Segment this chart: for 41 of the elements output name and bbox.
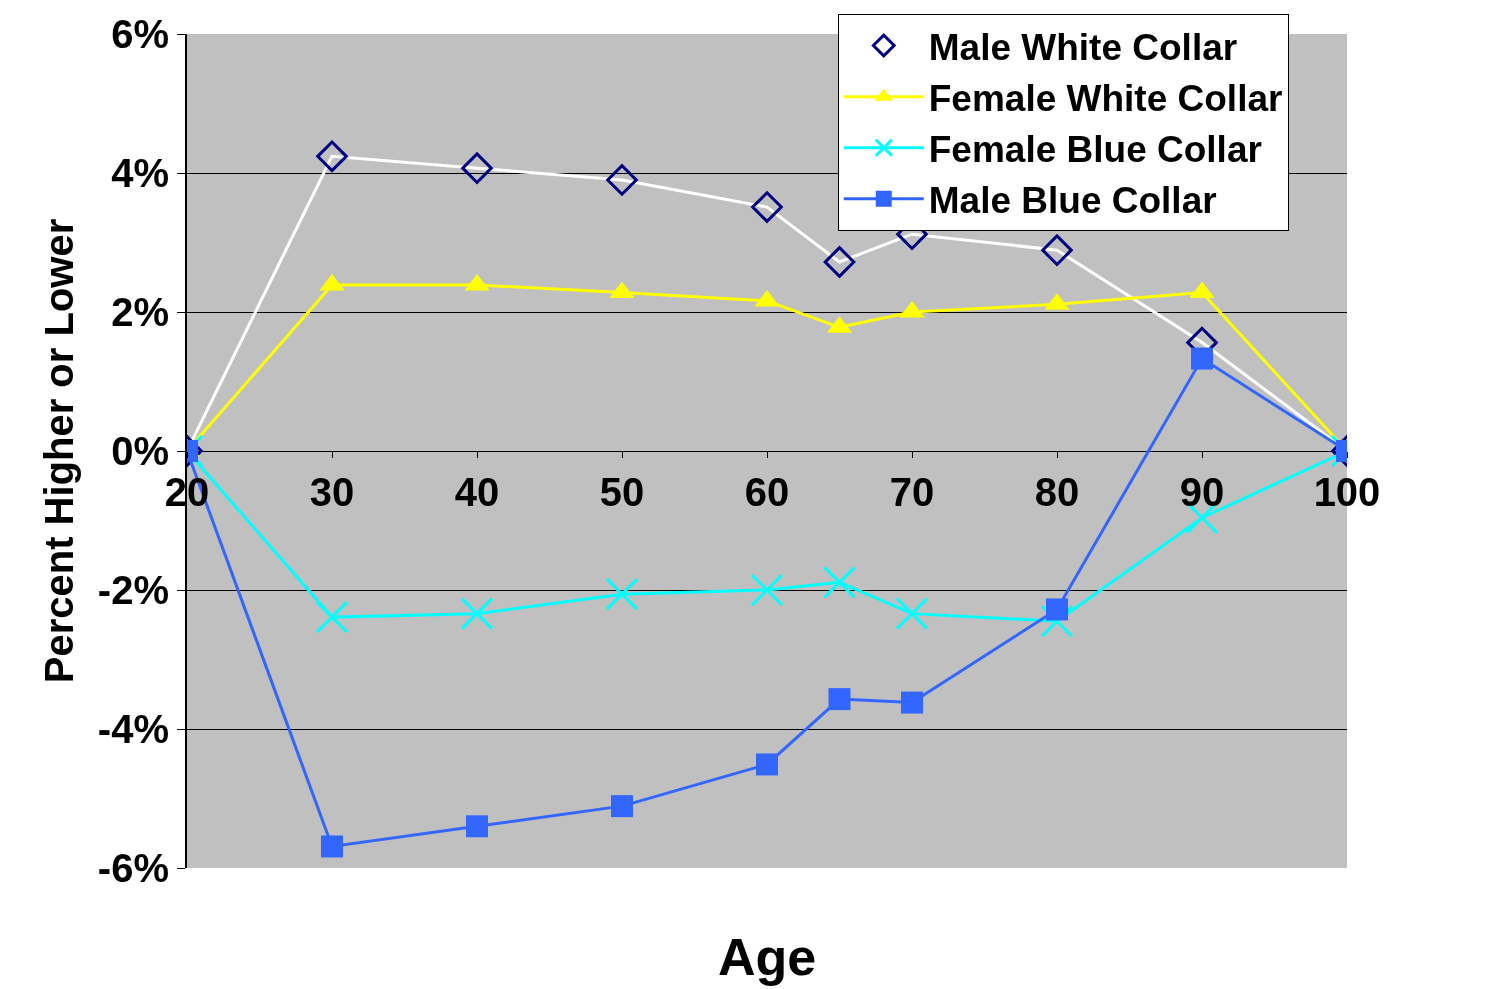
point (315, 600, 349, 634)
y-tick-label: 6% (111, 12, 169, 56)
point (751, 191, 783, 223)
y-tick-label: 4% (111, 151, 169, 195)
x-tick-label: 60 (744, 470, 790, 514)
point (823, 246, 856, 278)
point (461, 152, 493, 184)
y-axis-title: Percent Higher or Lower (36, 218, 81, 684)
point (321, 835, 343, 858)
x-tick-label: 40 (454, 470, 500, 514)
point (460, 597, 494, 631)
point (605, 577, 639, 611)
x-tick-label: 50 (599, 470, 645, 514)
legend-label: Male Blue Collar (928, 180, 1217, 222)
y-tick-label: 2% (111, 290, 169, 334)
x-tick-label: 90 (1179, 470, 1225, 514)
y-tick-label: -6% (97, 846, 169, 890)
legend-label: Female Blue Collar (928, 129, 1262, 171)
point (895, 597, 929, 631)
x-tick-label: 70 (889, 470, 935, 514)
x-tick-label: 30 (309, 470, 355, 514)
y-tick-label: 0% (111, 429, 169, 473)
point (466, 815, 488, 838)
legend-label: Female White Collar (928, 78, 1283, 120)
point (901, 691, 923, 714)
point (611, 795, 633, 818)
point (316, 140, 348, 173)
legend-label: Male White Collar (928, 26, 1238, 68)
x-tick-label: 100 (1313, 470, 1381, 514)
point (1046, 598, 1068, 621)
y-tick-label: -2% (97, 568, 169, 612)
y-tick-label: -4% (97, 707, 169, 751)
x-tick-label: 80 (1034, 470, 1080, 514)
point (1041, 234, 1073, 266)
point (1191, 347, 1213, 370)
point (756, 753, 778, 776)
point (750, 573, 784, 607)
x-axis-title: Age (718, 928, 817, 986)
point (828, 688, 851, 711)
point (606, 164, 638, 196)
point (823, 565, 856, 599)
